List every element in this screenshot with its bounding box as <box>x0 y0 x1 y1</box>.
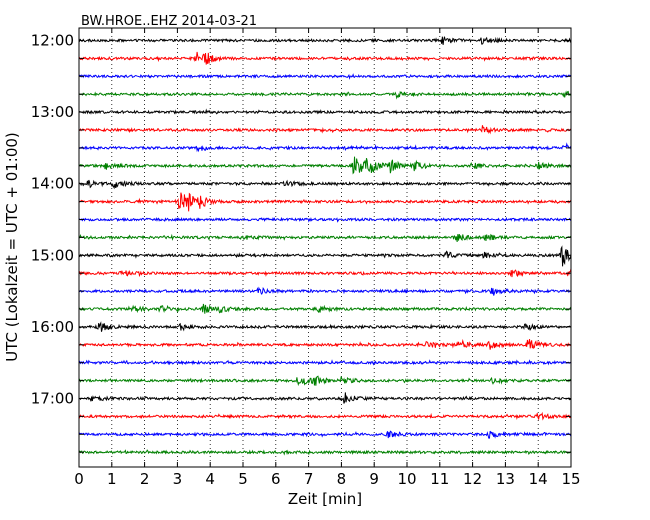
x-tick-label-4: 4 <box>205 470 215 488</box>
x-tick-label-13: 13 <box>496 470 515 488</box>
x-tick-label-1: 1 <box>107 470 117 488</box>
y-axis-title: UTC (Lokalzeit = UTC + 01:00) <box>3 132 21 362</box>
x-tick-label-5: 5 <box>238 470 248 488</box>
x-tick-label-3: 3 <box>173 470 183 488</box>
y-tick-label-1700: 17:00 <box>31 390 74 408</box>
trace-1645 <box>78 375 572 387</box>
trace-1400 <box>78 179 572 190</box>
x-tick-label-12: 12 <box>463 470 482 488</box>
trace-1445 <box>78 233 572 242</box>
trace-1630 <box>78 359 572 366</box>
trace-1515 <box>78 268 572 278</box>
x-tick-label-10: 10 <box>397 470 416 488</box>
trace-1330 <box>78 142 572 153</box>
trace-1430 <box>78 216 572 223</box>
y-tick-label-1200: 12:00 <box>31 32 74 50</box>
x-tick-label-2: 2 <box>140 470 150 488</box>
trace-1415 <box>78 192 572 212</box>
x-tick-label-8: 8 <box>337 470 347 488</box>
trace-1200 <box>78 36 572 45</box>
x-axis-title: Zeit [min] <box>288 490 362 508</box>
x-tick-label-7: 7 <box>304 470 314 488</box>
trace-1600 <box>78 321 572 332</box>
trace-1315 <box>78 125 572 135</box>
trace-1545 <box>78 303 572 314</box>
x-tick-label-14: 14 <box>529 470 548 488</box>
trace-1300 <box>78 108 572 115</box>
y-axis: 12:00 13:00 14:00 15:00 16:00 17:00 <box>31 32 571 453</box>
trace-1245 <box>78 90 572 100</box>
y-tick-label-1500: 15:00 <box>31 246 74 264</box>
trace-1615 <box>78 338 572 350</box>
x-tick-label-6: 6 <box>271 470 281 488</box>
x-tick-label-9: 9 <box>369 470 379 488</box>
x-tick-label-15: 15 <box>561 470 580 488</box>
x-axis: 0 1 2 3 4 5 6 7 8 9 10 11 12 13 14 15 <box>74 28 581 488</box>
y-tick-label-1400: 14:00 <box>31 175 74 193</box>
trace-1215 <box>78 51 572 65</box>
trace-1230 <box>78 73 572 80</box>
trace-1345 <box>78 156 572 175</box>
x-tick-label-11: 11 <box>430 470 449 488</box>
traces <box>78 36 572 456</box>
trace-1700 <box>78 392 572 404</box>
trace-1745 <box>78 449 572 456</box>
y-tick-label-1600: 16:00 <box>31 318 74 336</box>
trace-1500 <box>78 245 572 267</box>
x-tick-label-0: 0 <box>74 470 84 488</box>
trace-1730 <box>78 430 572 439</box>
plot-frame <box>78 27 572 468</box>
trace-1715 <box>78 411 572 421</box>
trace-1530 <box>78 286 572 296</box>
y-tick-label-1300: 13:00 <box>31 103 74 121</box>
chart-title: BW.HROE..EHZ 2014-03-21 <box>81 14 257 29</box>
